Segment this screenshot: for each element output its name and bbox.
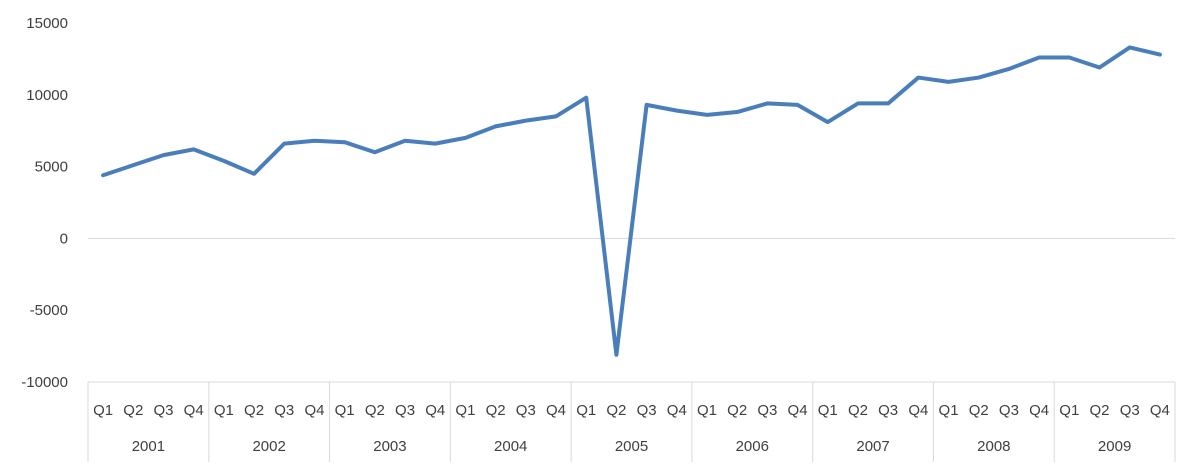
x-tick-label-quarter: Q4 [1150, 402, 1170, 419]
series-line [101, 45, 1162, 357]
data-point [886, 101, 890, 105]
data-point [192, 147, 196, 151]
x-tick-label-quarter: Q3 [637, 402, 657, 419]
data-point [373, 150, 377, 154]
data-point [463, 136, 467, 140]
data-point [433, 142, 437, 146]
x-tick-label-quarter: Q4 [908, 402, 928, 419]
x-tick-label-quarter: Q1 [93, 402, 113, 419]
x-tick-label-quarter: Q2 [969, 402, 989, 419]
x-tick-label-quarter: Q1 [818, 402, 838, 419]
y-tick-label: 10000 [26, 87, 68, 104]
data-point [1067, 55, 1071, 59]
data-point [161, 153, 165, 157]
x-tick-label-quarter: Q3 [153, 402, 173, 419]
data-point [403, 139, 407, 143]
data-point [947, 80, 951, 84]
x-tick-label-year: 2007 [856, 438, 889, 455]
x-tick-label-quarter: Q2 [1090, 402, 1110, 419]
x-tick-label-quarter: Q2 [727, 402, 747, 419]
data-point [796, 103, 800, 107]
x-tick-label-year: 2003 [373, 438, 406, 455]
x-tick-label-quarter: Q4 [667, 402, 687, 419]
x-tick-label-quarter: Q3 [878, 402, 898, 419]
x-tick-label-quarter: Q3 [274, 402, 294, 419]
data-point [826, 120, 830, 124]
x-tick-label-quarter: Q3 [516, 402, 536, 419]
x-tick-label-quarter: Q4 [304, 402, 324, 419]
x-tick-label-quarter: Q2 [123, 402, 143, 419]
x-tick-label-quarter: Q2 [848, 402, 868, 419]
x-tick-label-quarter: Q1 [335, 402, 355, 419]
data-point [282, 142, 286, 146]
data-point [765, 101, 769, 105]
data-point [101, 173, 105, 177]
y-tick-label: 15000 [26, 15, 68, 32]
data-point [856, 101, 860, 105]
axes [87, 237, 1176, 462]
x-tick-label-quarter: Q1 [214, 402, 234, 419]
x-tick-label-quarter: Q1 [1059, 402, 1079, 419]
x-tick-label-quarter: Q3 [757, 402, 777, 419]
data-point [584, 96, 588, 100]
data-point [1128, 45, 1132, 49]
x-tick-label-quarter: Q1 [939, 402, 959, 419]
x-tick-label-quarter: Q1 [576, 402, 596, 419]
x-tick-label-year: 2001 [132, 438, 165, 455]
x-tick-label-quarter: Q4 [1029, 402, 1049, 419]
x-tick-label-year: 2008 [977, 438, 1010, 455]
x-tick-label-quarter: Q3 [1120, 402, 1140, 419]
x-tick-label-quarter: Q1 [455, 402, 475, 419]
x-tick-label-year: 2002 [252, 438, 285, 455]
data-point [222, 159, 226, 163]
data-point [131, 163, 135, 167]
x-tick-label-quarter: Q2 [365, 402, 385, 419]
y-tick-label: 5000 [35, 159, 68, 176]
data-point [735, 110, 739, 114]
x-tick-label-year: 2005 [615, 438, 648, 455]
x-tick-label-quarter: Q2 [486, 402, 506, 419]
data-point [916, 76, 920, 80]
y-axis: 15000 10000 5000 0 -5000 -10000 [21, 15, 68, 391]
data-point [343, 140, 347, 144]
series-layer [101, 45, 1162, 357]
x-tick-label-quarter: Q4 [546, 402, 566, 419]
data-point [705, 113, 709, 117]
x-tick-label-quarter: Q3 [395, 402, 415, 419]
data-point [645, 103, 649, 107]
y-tick-label: -5000 [30, 302, 68, 319]
y-tick-label: -10000 [21, 374, 68, 391]
data-point [1007, 67, 1011, 71]
data-point [614, 353, 618, 357]
x-tick-label-year: 2009 [1098, 438, 1131, 455]
x-tick-label-quarter: Q4 [184, 402, 204, 419]
x-tick-label-quarter: Q4 [788, 402, 808, 419]
y-tick-label: 0 [60, 230, 68, 247]
data-point [554, 114, 558, 118]
data-point [252, 172, 256, 176]
data-point [494, 124, 498, 128]
x-tick-label-quarter: Q2 [244, 402, 264, 419]
data-point [1037, 55, 1041, 59]
data-point [1098, 66, 1102, 70]
data-point [524, 119, 528, 123]
data-point [312, 139, 316, 143]
data-point [675, 109, 679, 113]
x-axis: Q1 Q2 Q3 Q4 Q1 Q2 Q3 Q4 Q1 Q2 Q3 Q4 Q1 Q2 Q3 Q4 Q1 Q2 Q3 Q4… [93, 402, 1170, 455]
data-point [977, 76, 981, 80]
x-tick-label-quarter: Q4 [425, 402, 445, 419]
x-tick-label-quarter: Q1 [697, 402, 717, 419]
x-tick-label-quarter: Q3 [999, 402, 1019, 419]
x-tick-label-quarter: Q2 [606, 402, 626, 419]
data-point [1158, 53, 1162, 57]
x-tick-label-year: 2006 [736, 438, 769, 455]
x-tick-label-year: 2004 [494, 438, 527, 455]
